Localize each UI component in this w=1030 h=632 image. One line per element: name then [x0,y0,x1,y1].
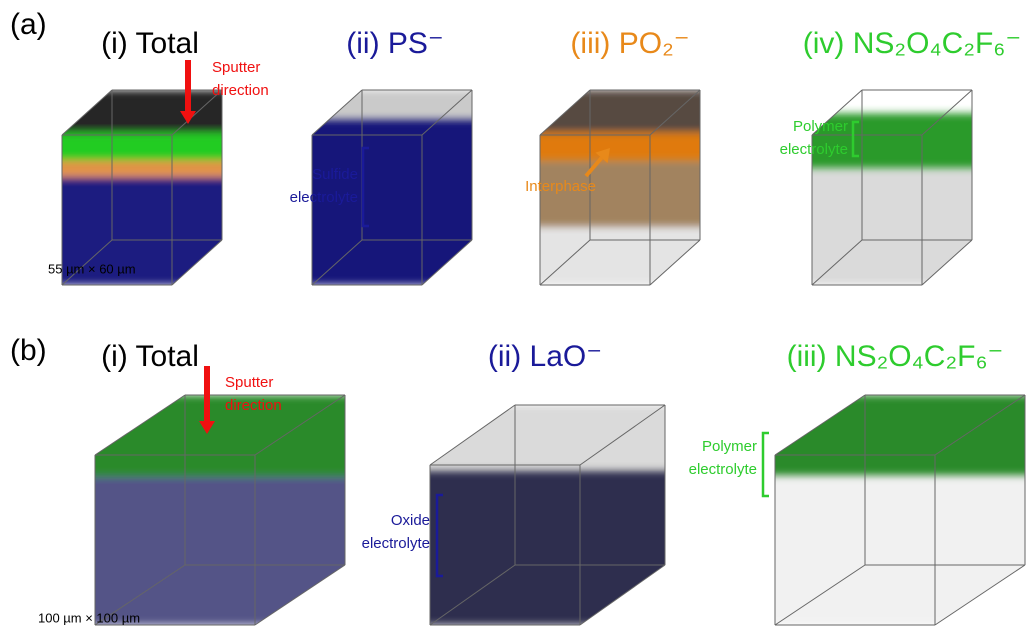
signal-band [775,475,1025,625]
annotation: Polymer [702,438,757,455]
volume [62,90,222,285]
panel-label: (a) [10,8,47,41]
arrow-head [180,111,196,124]
volume-fill [775,395,1025,625]
bracket [761,431,769,498]
cube-edge [539,239,591,286]
annotation: direction [212,82,269,99]
signal-band [62,160,222,178]
cube-edge [579,404,666,466]
signal-band [312,119,472,285]
cube-edge [94,564,186,626]
signal-band [430,471,665,625]
volume-fill [430,405,665,625]
volume-fill [812,113,972,285]
cube-edge [811,89,863,136]
cube-edge [421,89,473,136]
cube-edge [811,239,863,286]
volume-fill [62,90,222,285]
column-title: (i) Total [101,340,199,373]
panel-label: (b) [10,334,47,367]
annotation: electrolyte [290,189,358,206]
volume [430,405,665,625]
cube-edge [774,394,866,456]
cube-edge [649,89,701,136]
volume [812,113,972,285]
bracket [361,146,369,228]
cube-edge [311,239,363,286]
cube-edge [171,239,223,286]
annotation: electrolyte [362,535,430,552]
cube-edge [171,89,223,136]
cube-edge [61,239,113,286]
signal-band [812,113,972,168]
scale-label: 100 µm × 100 µm [38,610,140,625]
cube-edge [94,394,186,456]
column-title: (ii) LaO⁻ [488,340,602,373]
volume [775,395,1025,625]
column-title: (ii) PS⁻ [346,27,444,60]
signal-band [312,90,472,120]
cube-edge [254,564,346,626]
cube-edge [579,564,666,626]
volume [312,90,472,285]
cube-edge [921,89,973,136]
arrow-head [595,148,610,164]
bracket [851,120,859,158]
annotation: Sputter [212,59,260,76]
cube-edge [429,564,516,626]
column-title: (iv) NS₂O₄C₂F₆⁻ [803,27,1021,60]
annotation: Sulfide [312,166,358,183]
arrow-head [199,421,215,434]
annotation: Sputter [225,374,273,391]
volume [95,395,345,625]
cube-edge [61,89,113,136]
cube-edge [254,394,346,456]
cube-edge [421,239,473,286]
annotation: electrolyte [689,461,757,478]
annotation: Oxide [391,512,430,529]
column-title: (iii) NS₂O₄C₂F₆⁻ [787,340,1004,373]
signal-band [62,90,222,133]
bracket [435,493,443,578]
cube-edge [934,564,1026,626]
annotation: electrolyte [780,141,848,158]
signal-band [430,405,665,471]
annotation: Polymer [793,118,848,135]
signal-band [812,168,972,285]
arrow-shaft [584,156,604,178]
cube-edge [774,564,866,626]
signal-band [95,475,345,625]
column-title: (iii) PO₂⁻ [570,27,689,60]
scale-label: 55 µm × 60 µm [48,261,136,276]
cube-edge [429,404,516,466]
column-title: (i) Total [101,27,199,60]
volume-fill [95,395,345,625]
cube-edge [539,89,591,136]
volume-fill [312,90,472,285]
signal-band [62,132,222,161]
annotation: direction [225,397,282,414]
cube-edge [649,239,701,286]
cube-edge [934,394,1026,456]
signal-band [540,90,700,133]
signal-band [540,160,700,227]
signal-band [540,132,700,161]
cube-edge [311,89,363,136]
annotation: Interphase [525,178,596,195]
cube-edge [921,239,973,286]
